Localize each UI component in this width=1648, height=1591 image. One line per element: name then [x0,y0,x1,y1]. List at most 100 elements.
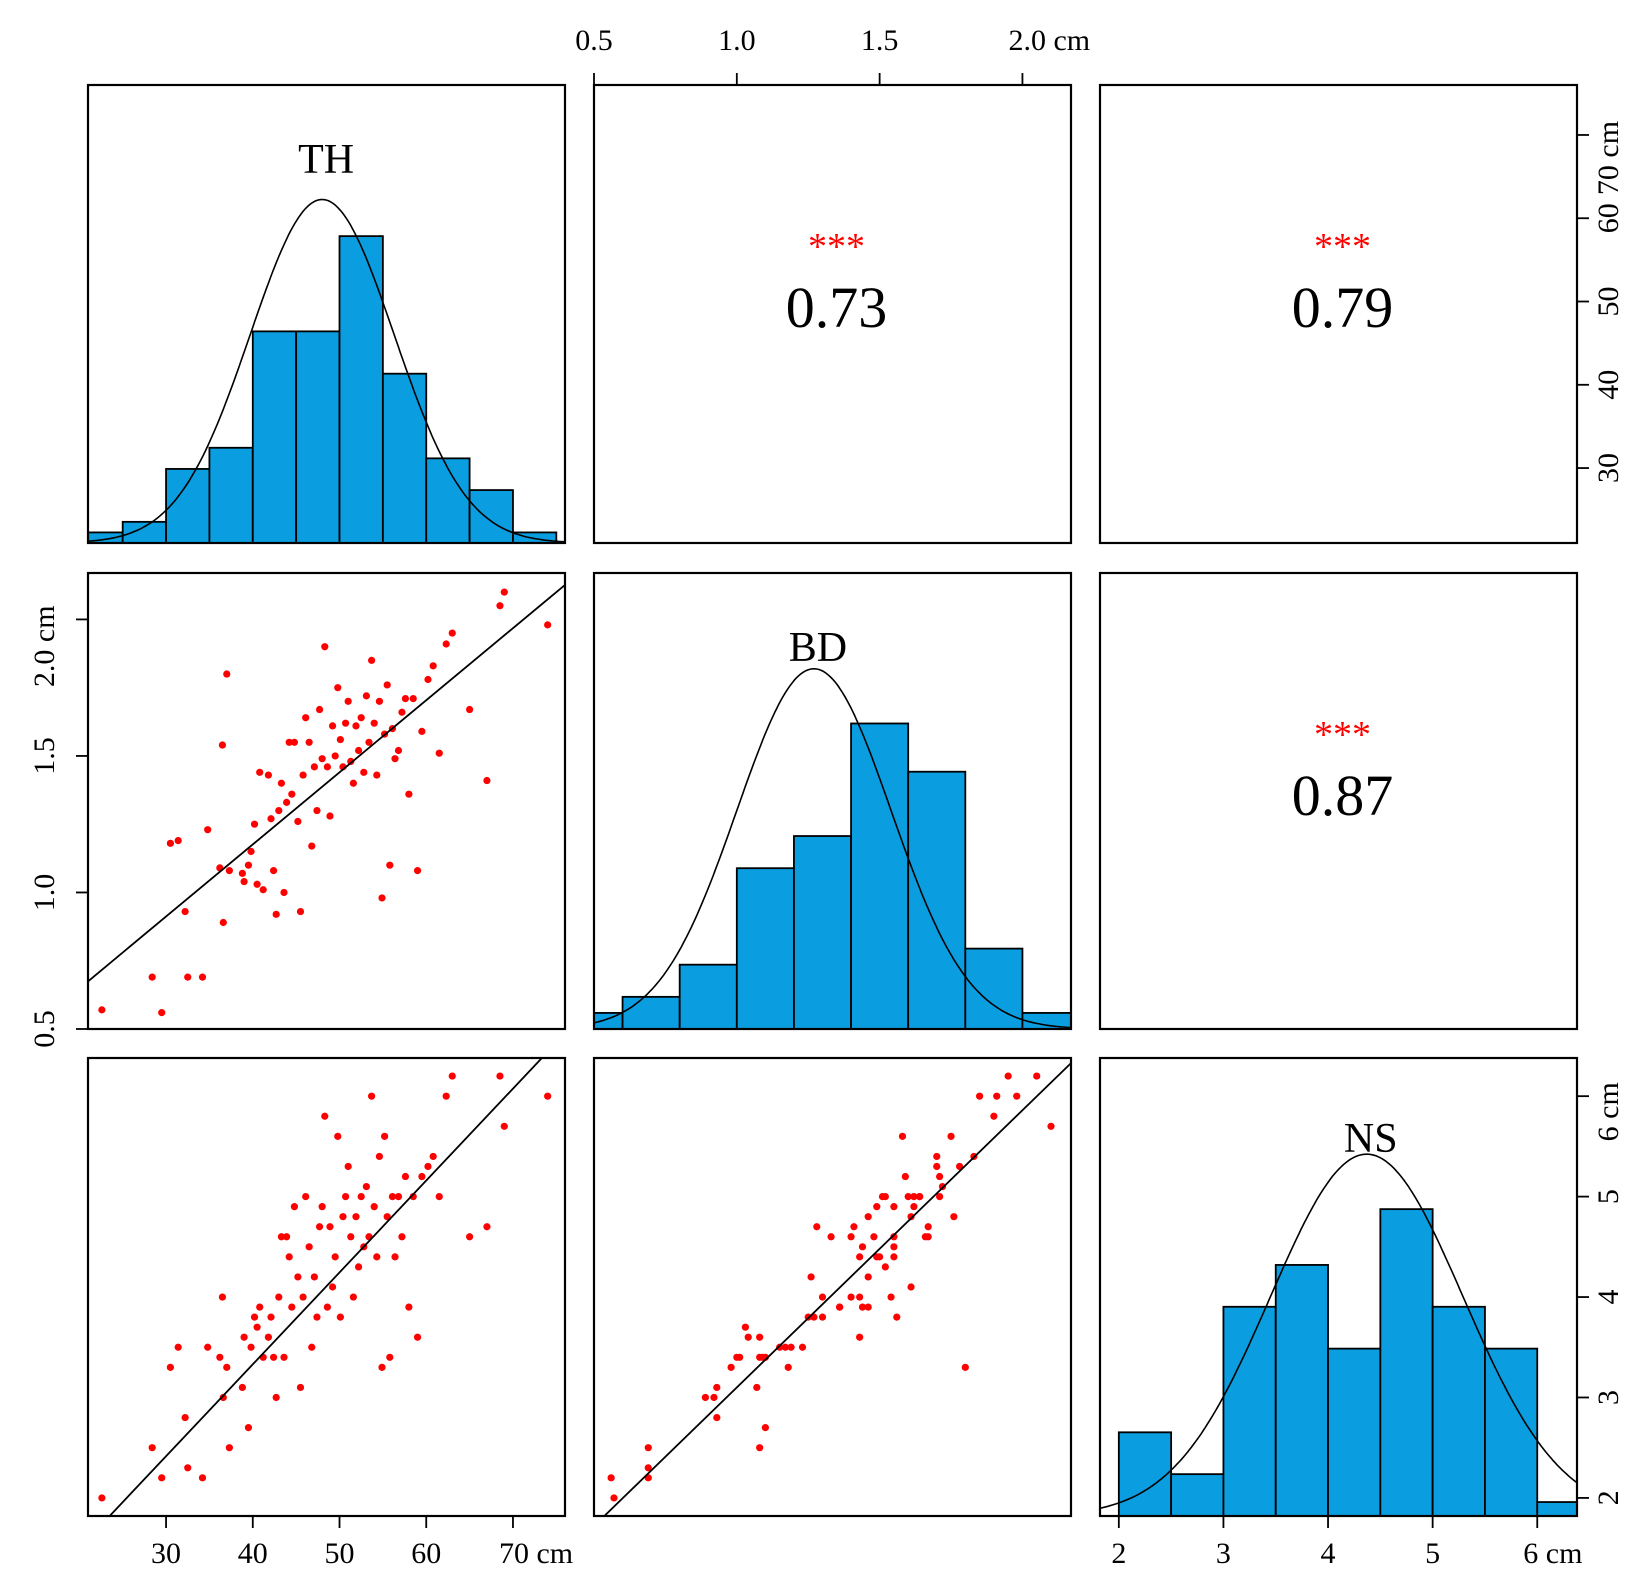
scatter-point-th_bd-43 [321,643,329,651]
tick-label-th: 70 cm [1592,121,1625,195]
scatter-point-bd_ns-35 [856,1293,864,1301]
tick-label-th: 60 [1592,203,1625,233]
hist-bar-ns-7 [1431,1305,1486,1516]
scatter-point-th_ns-74 [405,1303,413,1311]
scatter-point-th_ns-71 [394,1193,403,1201]
scatter-point-th_ns-80 [435,1193,443,1201]
scatter-point-bd_ns-25 [710,1393,718,1402]
scatter-point-bd_ns-85 [1033,1072,1041,1080]
scatter-point-th_bd-51 [341,719,350,727]
scatter-point-bd_ns-87 [1013,1092,1021,1100]
scatter-point-bd_ns-22 [856,1333,864,1341]
scatter-point-th_bd-21 [259,886,267,894]
tick-label-bd: 1.0 [718,24,756,57]
scatter-point-th_bd-33 [294,817,302,826]
scatter-point-bd_ns-11 [701,1393,709,1402]
hist-bar-th-2 [165,468,211,543]
scatter-point-bd_ns-70 [873,1253,881,1261]
scatter-point-th_ns-81 [442,1092,450,1100]
scatter-point-th_bd-55 [352,722,360,730]
scatter-point-th_ns-44 [323,1303,331,1311]
scatter-point-th_ns-51 [341,1193,350,1201]
scatter-panel-bd-vs-th [88,584,565,1017]
scatter-point-th_bd-82 [448,629,456,637]
scatter-point-th_bd-38 [308,842,316,850]
scatter-point-th_ns-68 [386,1353,394,1361]
scatter-point-th_bd-31 [288,790,296,798]
scatter-point-bd_ns-64 [933,1152,941,1161]
tick-label-ns: 6 cm [1523,1537,1582,1570]
variable-label-bd: BD [789,625,847,671]
scatter-point-bd_ns-52 [933,1162,941,1171]
scatter-point-bd_ns-53 [870,1233,878,1241]
scatter-point-bd_ns-57 [916,1193,924,1201]
scatter-point-th_bd-59 [362,692,370,700]
scatter-point-th_bd-22 [264,771,272,779]
scatter-point-th_ns-45 [326,1223,334,1231]
scatter-point-th_ns-31 [288,1303,296,1311]
scatter-point-th_bd-12 [223,670,231,678]
scatter-point-th_bd-44 [323,763,331,771]
scatter-point-th_ns-14 [238,1383,246,1392]
scatter-point-th_bd-13 [225,867,233,875]
scatter-point-th_ns-65 [378,1363,386,1371]
tick-label-th: 70 cm [499,1537,573,1570]
scatter-point-th_ns-9 [216,1353,224,1361]
scatter-point-th_ns-23 [267,1313,275,1321]
scatter-point-th_bd-16 [244,861,253,869]
hist-bar-ns-6 [1379,1208,1434,1516]
scatter-point-th_ns-87 [544,1092,552,1100]
tick-label-ns: 5 [1592,1189,1625,1204]
hist-bar-th-10 [512,531,558,543]
scatter-point-th_ns-6 [184,1464,192,1472]
scatter-point-th_ns-4 [174,1343,182,1351]
scatter-point-th_bd-49 [336,735,344,744]
scatter-point-bd_ns-24 [756,1353,764,1361]
scatter-point-bd_ns-76 [756,1333,764,1341]
scatter-point-th_bd-63 [373,771,381,779]
tick-label-th: 40 [1592,370,1625,400]
scatter-point-bd_ns-48 [947,1132,955,1140]
scatter-point-th_bd-76 [413,867,422,875]
scatter-point-bd_ns-44 [864,1303,872,1311]
correlation-value: 0.79 [1292,275,1394,340]
scatter-point-th_bd-17 [247,847,255,856]
scatter-point-th_bd-86 [500,588,508,596]
scatter-point-th_ns-5 [181,1413,189,1422]
scatter-point-bd_ns-5 [713,1413,721,1422]
scatter-point-th_bd-20 [256,768,264,776]
hist-bar-th-8 [425,457,471,543]
scatter-point-bd_ns-33 [807,1273,815,1281]
scatter-point-th_ns-42 [318,1203,326,1211]
hist-bar-bd-2 [678,963,738,1029]
scatter-point-th_ns-86 [500,1122,508,1130]
scatter-point-th_bd-79 [429,662,437,670]
scatter-point-bd_ns-14 [753,1383,761,1392]
scatter-point-th_ns-41 [315,1223,324,1231]
scatter-point-th_bd-1 [148,973,156,981]
correlation-value: 0.73 [786,275,888,340]
scatter-point-th_bd-48 [334,684,342,692]
tick-label-ns: 3 [1592,1390,1625,1405]
scatter-point-th_bd-4 [174,836,182,845]
scatter-point-th_ns-57 [357,1193,365,1201]
scatter-point-th_ns-3 [166,1363,174,1371]
scatter-point-th_ns-39 [310,1273,318,1281]
scatter-point-th_bd-72 [398,708,406,716]
scatter-point-th_bd-57 [357,714,365,722]
density-curve-ns [1100,1153,1577,1509]
scatter-point-th_bd-35 [299,771,307,779]
scatter-point-th_bd-60 [365,738,373,746]
scatter-point-th_ns-2 [158,1474,166,1482]
scatter-point-bd_ns-29 [827,1233,835,1241]
scatter-point-th_bd-47 [331,752,339,760]
scatter-point-th_bd-18 [250,820,259,828]
scatter-point-bd_ns-46 [907,1283,915,1291]
variable-label-th: TH [298,137,354,183]
scatter-point-bd_ns-20 [858,1303,867,1311]
scatter-point-th_bd-56 [354,746,363,755]
density-curve-th [88,198,565,543]
scatter-point-bd_ns-15 [744,1333,752,1341]
scatter-point-th_bd-30 [285,738,293,746]
significance-stars: *** [1314,226,1371,268]
